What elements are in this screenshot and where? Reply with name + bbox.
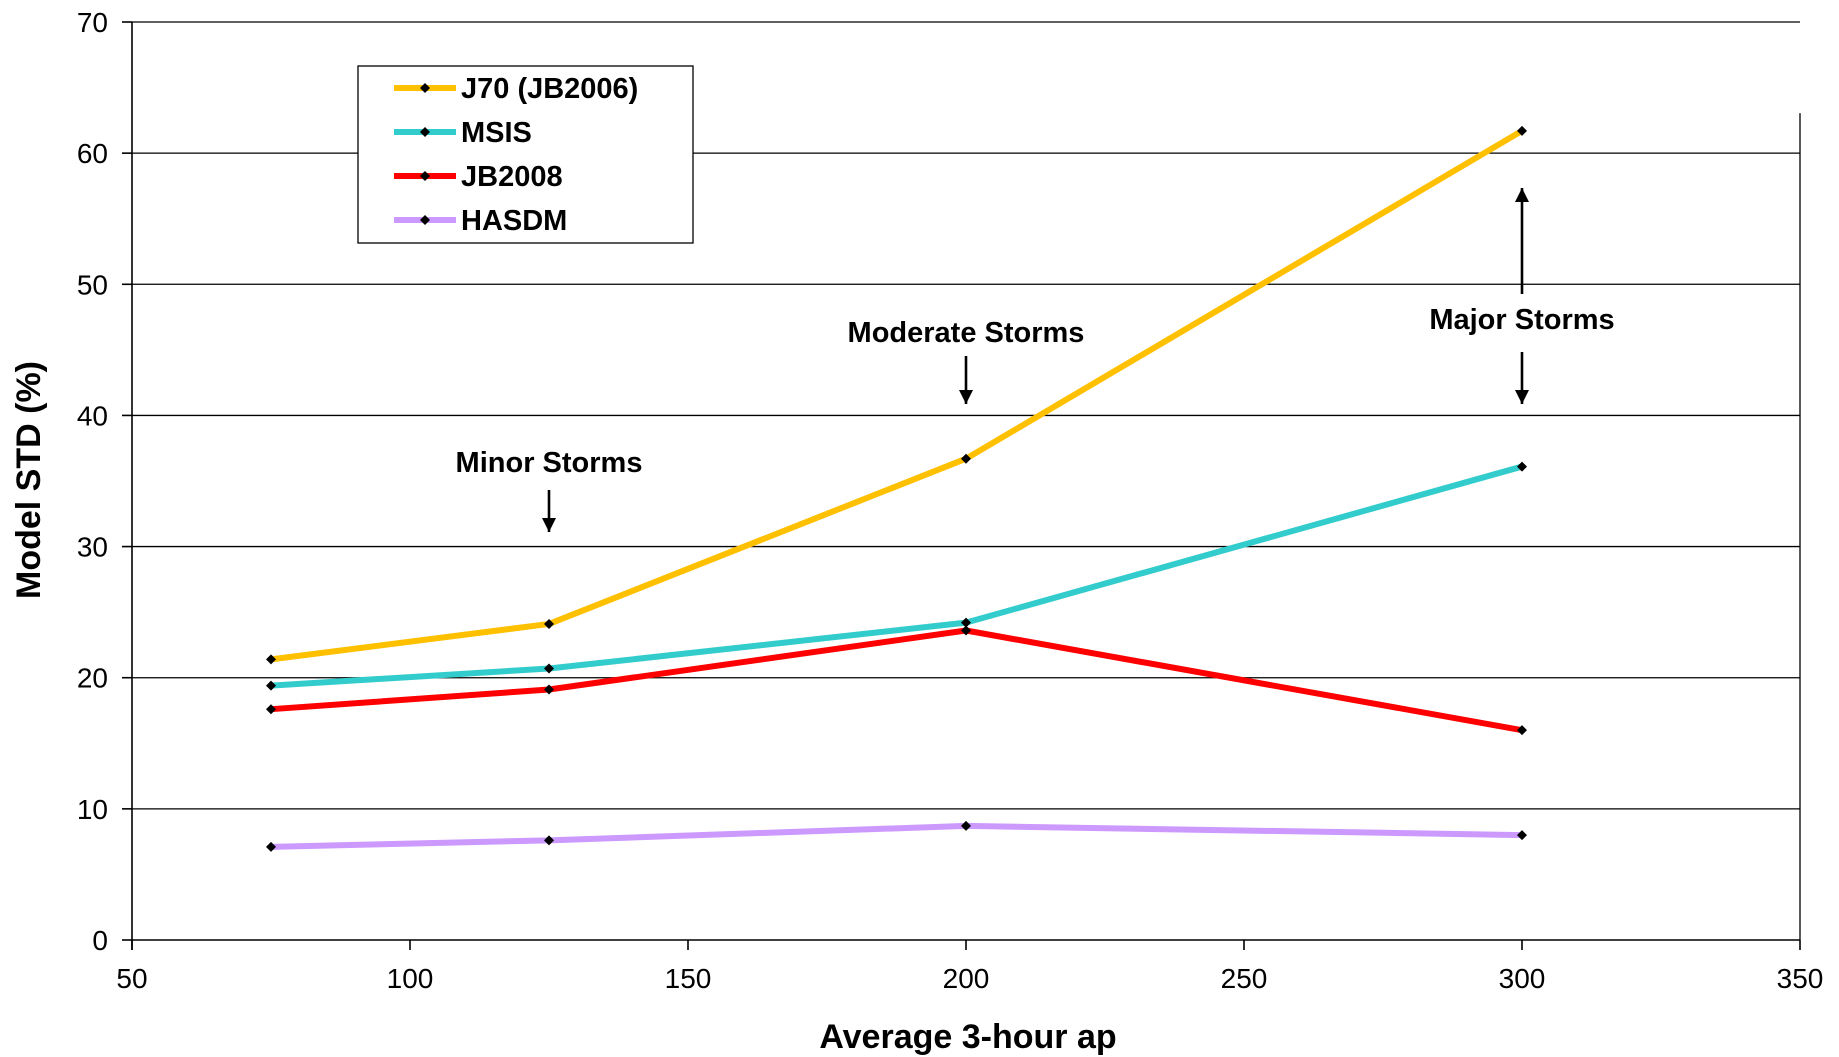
y-tick-label: 20 bbox=[77, 663, 108, 694]
annotation-arrow-up-head bbox=[1515, 188, 1529, 202]
data-point bbox=[1517, 125, 1527, 136]
data-point bbox=[1517, 725, 1527, 736]
legend-label: HASDM bbox=[461, 205, 567, 237]
axes bbox=[122, 21, 1801, 950]
x-tick-label: 200 bbox=[943, 963, 990, 994]
series-line-4 bbox=[268, 822, 1525, 850]
x-axis-title: Average 3-hour ap bbox=[819, 1018, 1116, 1056]
annotation-label: Moderate Storms bbox=[848, 317, 1085, 349]
x-tick-label: 50 bbox=[116, 963, 147, 994]
data-point bbox=[1517, 830, 1527, 841]
tick-labels: 0 10 20 30 40 50 60 70 50 100 150 200 250 300 350 bbox=[77, 7, 1824, 994]
data-point bbox=[961, 820, 971, 831]
x-tick-label: 100 bbox=[387, 963, 434, 994]
series-line-3 bbox=[268, 627, 1525, 734]
series-line-2 bbox=[268, 463, 1525, 689]
y-axis-title: Model STD (%) bbox=[10, 361, 48, 599]
data-point bbox=[544, 663, 554, 674]
y-tick-label: 40 bbox=[77, 400, 108, 431]
y-tick-label: 60 bbox=[77, 138, 108, 169]
legend-label: MSIS bbox=[461, 117, 532, 149]
x-tick-label: 350 bbox=[1777, 963, 1824, 994]
series-lines bbox=[266, 125, 1527, 852]
x-tick-label: 250 bbox=[1221, 963, 1268, 994]
x-tick-label: 150 bbox=[665, 963, 712, 994]
legend-marker bbox=[420, 127, 430, 137]
data-point bbox=[961, 625, 971, 636]
y-tick-label: 70 bbox=[77, 7, 108, 38]
data-point bbox=[961, 453, 971, 464]
legend-marker bbox=[420, 83, 430, 93]
y-tick-label: 50 bbox=[77, 269, 108, 300]
annotation-arrow-head bbox=[959, 390, 973, 404]
legend: J70 (JB2006) MSIS JB2008 HASDM bbox=[357, 65, 694, 244]
data-point bbox=[961, 617, 971, 628]
data-point bbox=[1517, 461, 1527, 472]
annotation-label: Minor Storms bbox=[456, 447, 643, 479]
legend-marker bbox=[420, 215, 430, 225]
x-tick-label: 300 bbox=[1499, 963, 1546, 994]
y-tick-label: 0 bbox=[92, 925, 108, 956]
data-point bbox=[266, 680, 276, 691]
y-tick-label: 10 bbox=[77, 794, 108, 825]
annotation-label: Major Storms bbox=[1429, 304, 1614, 336]
legend-label: J70 (JB2006) bbox=[461, 73, 638, 105]
data-point bbox=[544, 835, 554, 846]
legend-label: JB2008 bbox=[461, 161, 563, 193]
data-point bbox=[266, 704, 276, 715]
annotation-arrow-down-head bbox=[1515, 390, 1529, 404]
annotation-arrow-head bbox=[542, 518, 556, 532]
data-point bbox=[266, 841, 276, 852]
legend-marker bbox=[420, 171, 430, 181]
series-line-1 bbox=[268, 127, 1525, 663]
data-point bbox=[544, 618, 554, 629]
data-point bbox=[266, 654, 276, 665]
legend-box bbox=[357, 65, 694, 244]
y-tick-label: 30 bbox=[77, 532, 108, 563]
storm-annotations: Minor Storms Moderate Storms Major Storms bbox=[456, 188, 1615, 532]
data-point bbox=[544, 684, 554, 695]
